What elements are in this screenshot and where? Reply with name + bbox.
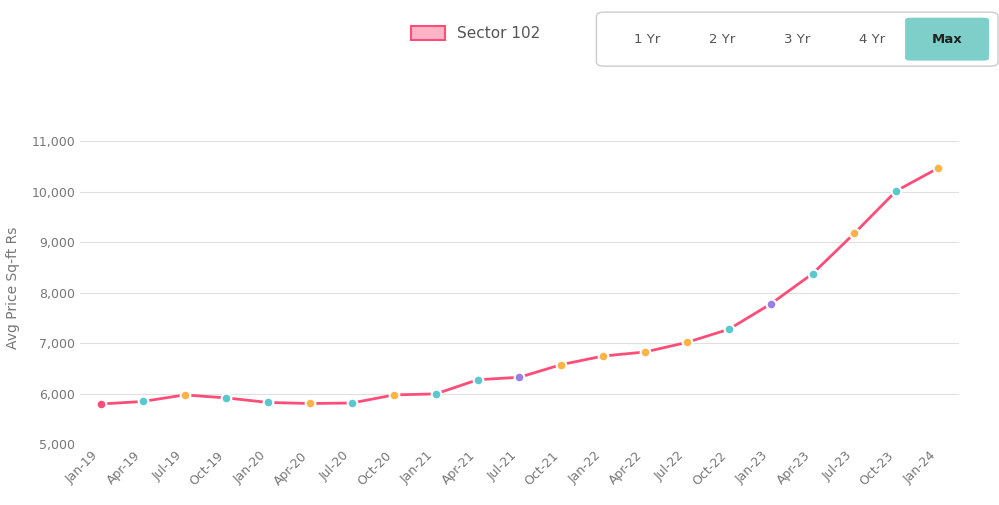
Text: 3 Yr: 3 Yr (784, 33, 810, 45)
Text: 1 Yr: 1 Yr (634, 33, 660, 45)
Y-axis label: Avg Price Sq-ft Rs: Avg Price Sq-ft Rs (6, 227, 20, 349)
Legend: Sector 102: Sector 102 (405, 20, 546, 47)
Text: Max: Max (932, 33, 962, 45)
Text: 2 Yr: 2 Yr (709, 33, 735, 45)
Text: 4 Yr: 4 Yr (859, 33, 885, 45)
